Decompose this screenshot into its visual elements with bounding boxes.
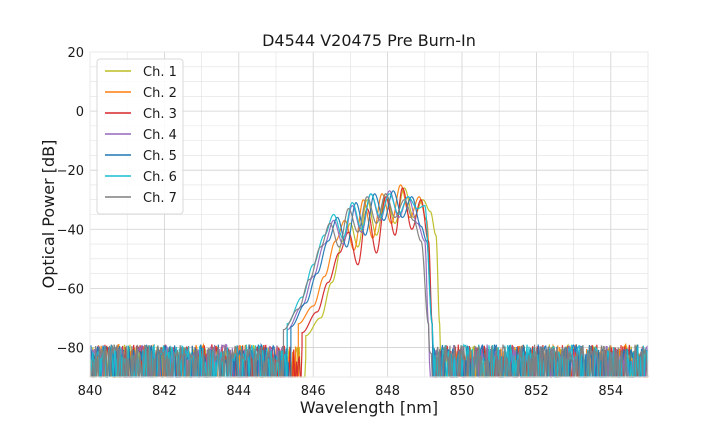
legend-label: Ch. 2 <box>143 86 177 101</box>
x-tick-label: 846 <box>301 384 326 399</box>
y-tick-label: −40 <box>57 223 84 238</box>
x-axis-label: Wavelength [nm] <box>300 398 438 417</box>
legend-label: Ch. 4 <box>143 128 177 143</box>
x-tick-label: 848 <box>375 384 400 399</box>
x-tick-label: 852 <box>524 384 549 399</box>
tick-labels: 840 842 844 846 848 850 852 854 20 0 −20 −40 −60 −80 <box>57 46 624 399</box>
x-tick-label: 842 <box>152 384 177 399</box>
y-axis-label: Optical Power [dB] <box>39 140 58 289</box>
legend-label: Ch. 1 <box>143 65 177 80</box>
y-tick-label: 0 <box>76 105 84 120</box>
y-tick-label: −60 <box>57 282 84 297</box>
y-tick-label: −20 <box>57 164 84 179</box>
legend-label: Ch. 7 <box>143 191 177 206</box>
plot-frame <box>89 51 649 378</box>
legend-label: Ch. 3 <box>143 107 177 122</box>
x-tick-label: 854 <box>598 384 623 399</box>
legend-label: Ch. 5 <box>143 149 177 164</box>
x-tick-label: 840 <box>78 384 103 399</box>
y-tick-label: 20 <box>67 46 84 61</box>
legend-label: Ch. 6 <box>143 170 177 185</box>
x-tick-label: 850 <box>450 384 475 399</box>
chart-title: D4544 V20475 Pre Burn-In <box>262 31 476 50</box>
y-tick-label: −80 <box>57 341 84 356</box>
legend: Ch. 1 Ch. 2 Ch. 3 Ch. 4 Ch. 5 Ch. 6 Ch. 7 <box>96 58 184 215</box>
x-tick-label: 844 <box>226 384 251 399</box>
